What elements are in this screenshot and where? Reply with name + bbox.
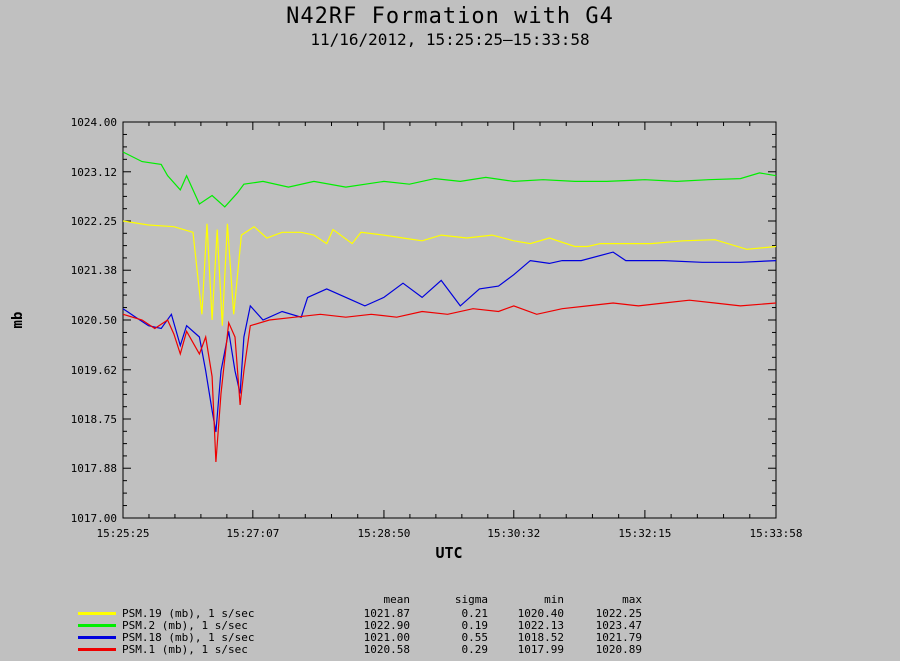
legend-row: PSM.19 (mb), 1 s/sec 1021.87 0.21 1020.40 10… — [0, 607, 900, 620]
legend-series-name: PSM.19 (mb), 1 s/sec — [122, 607, 255, 620]
legend-swatch — [78, 624, 116, 627]
y-tick-label: 1017.88 — [71, 462, 117, 475]
legend-header-max: max — [622, 593, 642, 606]
x-tick-label: 15:28:50 — [357, 527, 410, 540]
x-tick-label: 15:32:15 — [618, 527, 671, 540]
plot-area — [122, 121, 777, 519]
series-lines — [122, 151, 777, 463]
legend-header-sigma: sigma — [454, 593, 488, 606]
y-tick-label: 1024.00 — [71, 116, 117, 129]
y-tick-label: 1023.12 — [71, 166, 117, 179]
legend-stat-mean: 1021.00 — [363, 631, 410, 644]
legend-stat-mean: 1020.58 — [363, 643, 410, 656]
x-tick-labels: 15:25:25 15:27:07 15:28:50 15:30:32 15:32:15… — [97, 527, 803, 540]
series-line-2 — [122, 151, 777, 208]
x-tick-label: 15:33:58 — [750, 527, 803, 540]
legend-series-name: PSM.1 (mb), 1 s/sec — [122, 643, 248, 656]
series-line-1 — [122, 220, 777, 326]
y-tick-labels: 1024.00 1023.12 1022.25 1021.38 1020.50 1019.… — [71, 116, 117, 525]
legend-stat-min: 1018.52 — [517, 631, 564, 644]
series-line-4 — [122, 299, 777, 463]
x-tick-label: 15:25:25 — [97, 527, 150, 540]
legend-stat-sigma: 0.55 — [461, 631, 489, 644]
axis-ticks — [122, 121, 777, 519]
legend-stat-min: 1022.13 — [517, 619, 564, 632]
legend-swatch — [78, 612, 116, 615]
y-axis-label: mb — [10, 312, 26, 329]
legend-stat-sigma: 0.21 — [461, 607, 489, 620]
series-line-3 — [122, 251, 777, 433]
y-tick-label: 1022.25 — [71, 215, 117, 228]
y-tick-label: 1017.00 — [71, 512, 117, 525]
x-tick-label: 15:30:32 — [487, 527, 540, 540]
legend-row: PSM.18 (mb), 1 s/sec 1021.00 0.55 1018.52 10… — [0, 631, 900, 644]
legend-row: PSM.2 (mb), 1 s/sec 1022.90 0.19 1022.13 102… — [0, 619, 900, 632]
y-tick-label: 1019.62 — [71, 364, 117, 377]
chart-title: N42RF Formation with G4 — [286, 4, 614, 29]
legend-header-min: min — [544, 593, 564, 606]
y-tick-label: 1021.38 — [71, 264, 117, 277]
legend-header-mean: mean — [383, 593, 411, 606]
legend: mean sigma min max PSM.19 (mb), 1 s/sec 1… — [0, 593, 900, 661]
legend-stat-max: 1021.79 — [595, 631, 642, 644]
legend-swatch — [78, 636, 116, 639]
legend-stat-max: 1020.89 — [595, 643, 642, 656]
legend-stat-max: 1023.47 — [595, 619, 642, 632]
legend-stat-sigma: 0.29 — [461, 643, 489, 656]
legend-row: PSM.1 (mb), 1 s/sec 1020.58 0.29 1017.99 102… — [0, 643, 900, 656]
line-chart: 1024.00 1023.12 1022.25 1021.38 1020.50 1019.… — [10, 116, 803, 562]
chart-subtitle: 11/16/2012, 15:25:25–15:33:58 — [310, 30, 590, 49]
legend-stat-sigma: 0.19 — [461, 619, 489, 632]
legend-stat-min: 1020.40 — [517, 607, 564, 620]
x-tick-label: 15:27:07 — [226, 527, 279, 540]
legend-stat-max: 1022.25 — [595, 607, 642, 620]
legend-series-name: PSM.2 (mb), 1 s/sec — [122, 619, 248, 632]
y-tick-label: 1018.75 — [71, 413, 117, 426]
legend-stat-mean: 1022.90 — [363, 619, 410, 632]
legend-swatch — [78, 648, 116, 651]
legend-stat-min: 1017.99 — [517, 643, 564, 656]
legend-stat-mean: 1021.87 — [363, 607, 410, 620]
x-axis-label: UTC — [435, 544, 462, 562]
legend-series-name: PSM.18 (mb), 1 s/sec — [122, 631, 255, 644]
y-tick-label: 1020.50 — [71, 314, 117, 327]
